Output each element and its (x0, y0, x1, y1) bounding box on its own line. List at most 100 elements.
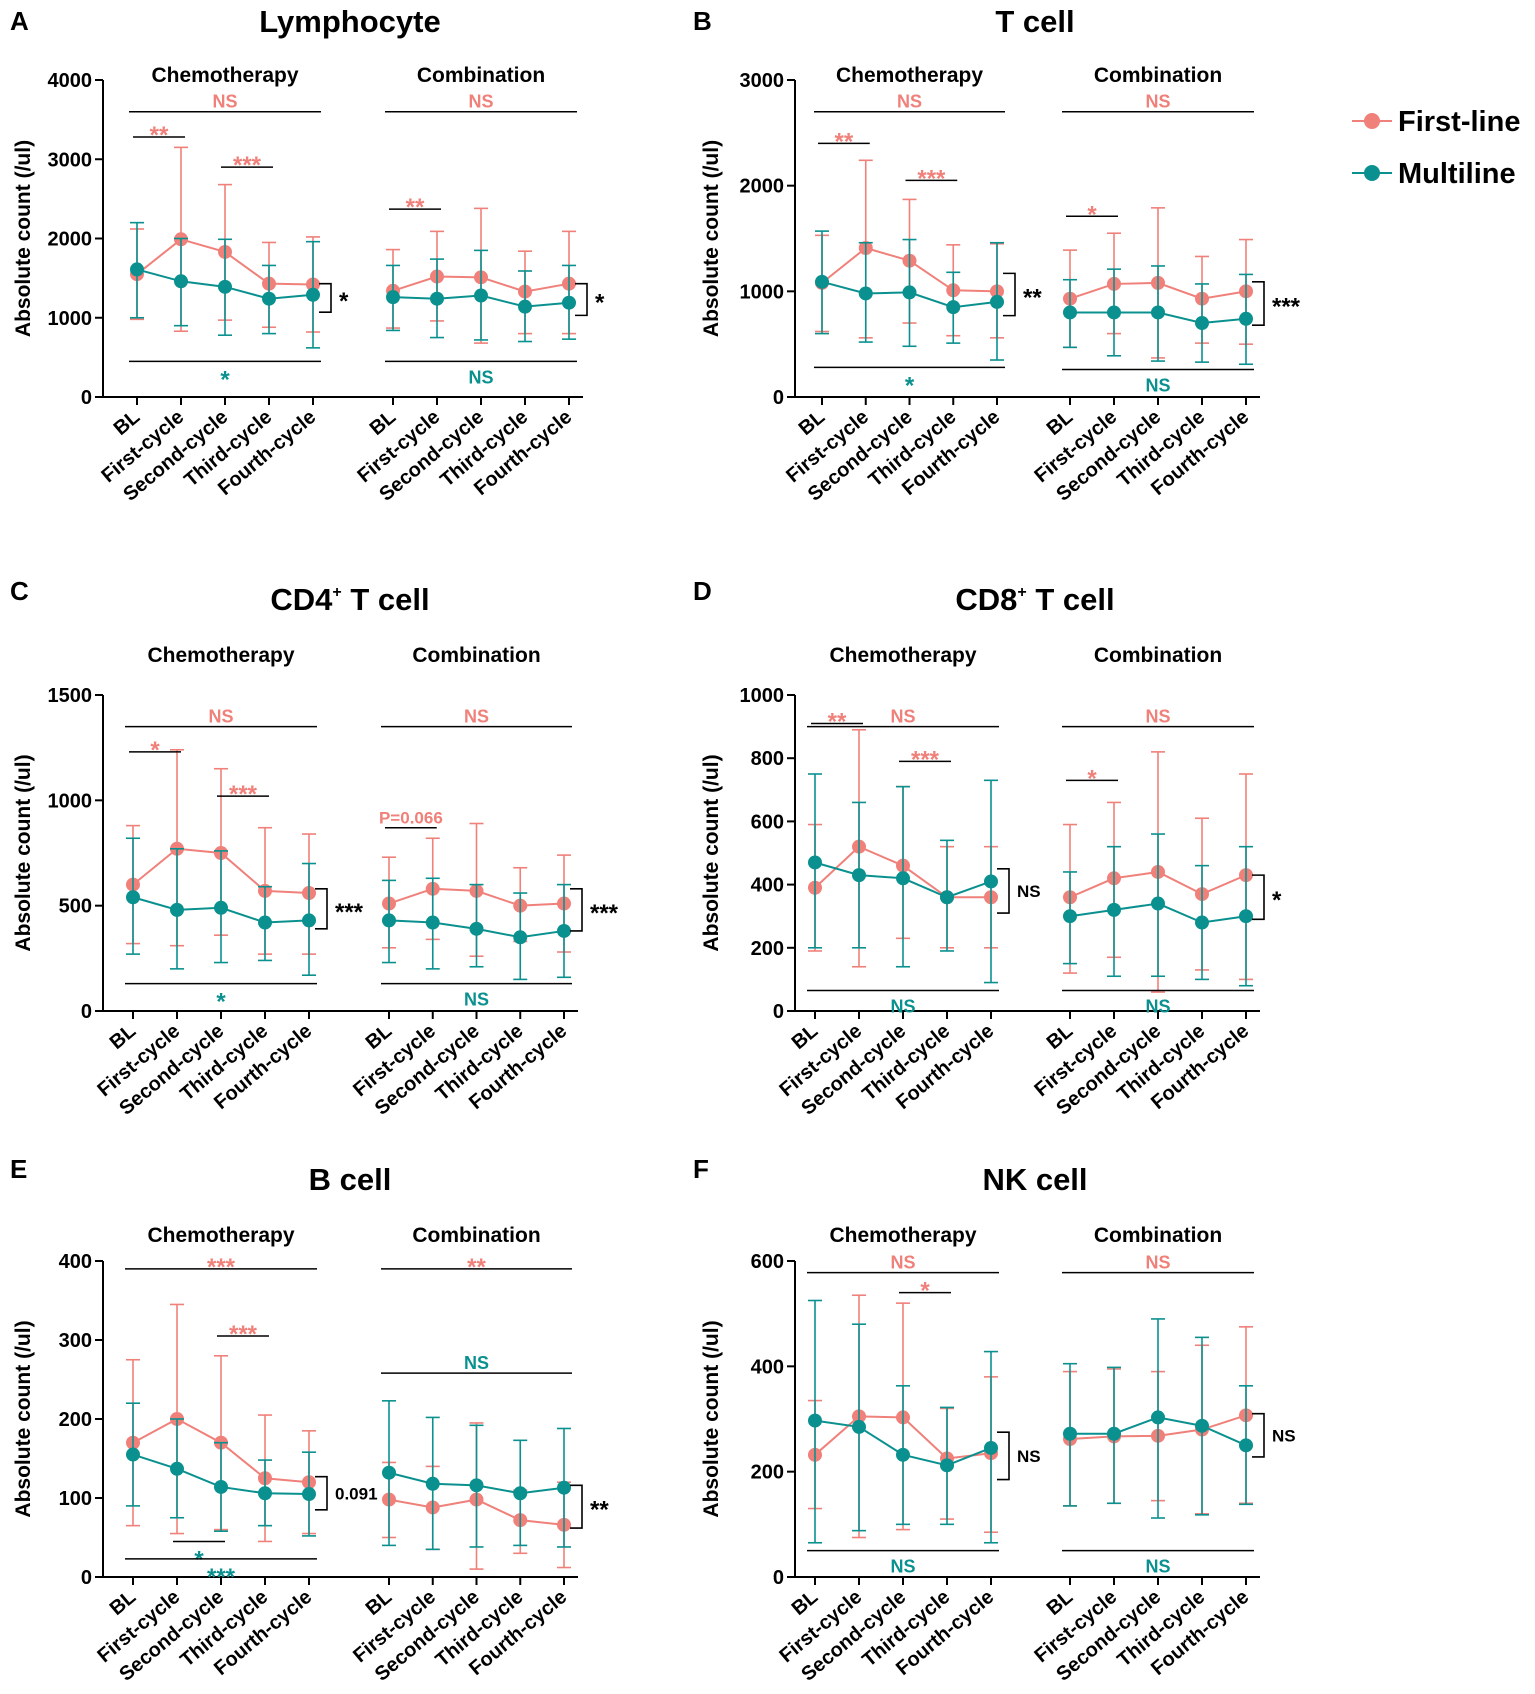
y-tick-label: 0 (773, 387, 784, 409)
group-label: Combination (1094, 64, 1222, 87)
bracket-line (1252, 281, 1265, 326)
panel-f: F NK cell 0 200 400 600 Absolute count (/ul) Ch… (693, 1154, 1296, 1686)
data-point (1239, 909, 1253, 924)
bracket-line (997, 867, 1010, 914)
legend-multiline-marker (1364, 165, 1380, 181)
y-axis-label: Absolute count (/ul) (700, 1320, 723, 1517)
pair-comparison-label: ** (835, 128, 854, 155)
pair-comparison-label: *** (917, 165, 946, 192)
group-chemotherapy: ChemotherapyBLFirst-cycleSecond-cycleThi… (93, 1224, 377, 1686)
data-point (902, 285, 917, 300)
y-tick-label: 1000 (740, 281, 785, 303)
bottom-comparison-label: NS (1145, 1557, 1170, 1577)
data-point (1063, 909, 1077, 924)
bottom-comparison-label: * (220, 366, 230, 393)
y-tick-label: 0 (81, 387, 92, 409)
data-point (852, 868, 866, 883)
panel-letter: B (693, 6, 712, 36)
data-point (302, 1487, 316, 1502)
bracket-line (575, 282, 588, 317)
bracket-line (570, 888, 583, 932)
title-superscript: + (332, 584, 341, 601)
y-tick-label: 800 (751, 748, 784, 770)
bottom-comparison-label: NS (468, 367, 493, 387)
bottom-comparison-label: NS (890, 1557, 915, 1577)
bracket-line (1003, 272, 1016, 317)
bracket-label: NS (1272, 1426, 1296, 1445)
group-label: Chemotherapy (836, 64, 983, 87)
panel-letter: C (10, 576, 29, 606)
y-tick-label: 2000 (48, 229, 93, 251)
y-tick-label: 1000 (48, 790, 93, 812)
top-comparison-label: ** (467, 1254, 486, 1281)
bracket-line (315, 1475, 328, 1511)
data-point (513, 930, 528, 945)
bottom-comparison-label: NS (1145, 376, 1170, 396)
pair-comparison-label: *** (229, 1321, 258, 1348)
data-point (430, 291, 444, 306)
data-point (518, 299, 532, 314)
data-point (1063, 1426, 1077, 1441)
data-point (306, 287, 320, 302)
panel-title: B cell (309, 1162, 392, 1197)
data-point (940, 1458, 954, 1473)
group-label: Combination (417, 64, 545, 87)
group-combination: CombinationBLFirst-cycleSecond-cycleThir… (1030, 64, 1300, 506)
legend-first-line-label: First-line (1398, 106, 1520, 138)
y-tick-label: 200 (751, 1462, 784, 1484)
data-point (1151, 1410, 1165, 1425)
y-tick-label: 1000 (740, 685, 785, 707)
group-combination: CombinationBLFirst-cycleSecond-cycleThir… (353, 64, 605, 506)
y-axis-label: Absolute count (/ul) (700, 754, 723, 951)
data-point (258, 915, 272, 930)
bracket-line (315, 888, 328, 930)
group-combination: CombinationBLFirst-cycleSecond-cycleThir… (349, 1224, 609, 1686)
panel-e: E B cell 0 100 200 300 400 Absolute count (/ul)… (10, 1154, 609, 1686)
data-point (896, 1447, 910, 1462)
data-point (170, 902, 184, 917)
data-point (258, 1486, 272, 1501)
data-point (940, 890, 954, 905)
series-multiline (130, 221, 320, 349)
panel-title: T cell (995, 4, 1074, 39)
y-tick-label: 3000 (48, 149, 93, 171)
data-point (469, 1478, 484, 1493)
group-label: Chemotherapy (147, 1224, 294, 1247)
group-label: Combination (1094, 1224, 1222, 1247)
group-chemotherapy: ChemotherapyBLFirst-cycleSecond-cycleThi… (97, 64, 349, 506)
bracket-line (319, 282, 332, 314)
data-point (130, 262, 144, 277)
y-tick-label: 2000 (740, 176, 785, 198)
group-combination: CombinationBLFirst-cycleSecond-cycleThir… (1030, 644, 1282, 1120)
top-comparison-label: NS (890, 1253, 915, 1273)
data-point (1195, 1418, 1209, 1433)
bracket-label: * (339, 288, 349, 315)
data-point (946, 300, 961, 315)
y-tick-label: 1000 (48, 308, 93, 330)
data-point (1107, 1426, 1121, 1441)
data-point (1239, 1438, 1253, 1453)
bottom-comparison-label: NS (1145, 996, 1170, 1016)
series-multiline (808, 1299, 998, 1544)
pair-comparison-label: P=0.066 (379, 809, 443, 828)
y-tick-label: 100 (59, 1488, 92, 1510)
bracket-label: NS (1017, 1447, 1041, 1466)
data-point (858, 286, 873, 301)
legend-entry-multiline: Multiline (1352, 158, 1516, 190)
series-multiline (815, 230, 1004, 361)
group-combination: CombinationBLFirst-cycleSecond-cycleThir… (349, 644, 619, 1120)
title-text: T cell (995, 4, 1074, 39)
data-point (214, 1479, 228, 1494)
data-point (815, 274, 829, 289)
top-comparison-label: NS (1145, 707, 1170, 727)
y-tick-label: 4000 (48, 70, 93, 92)
data-point (808, 1413, 822, 1428)
bracket-label: 0.091 (335, 1484, 378, 1503)
y-tick-label: 600 (751, 1251, 784, 1273)
series-multiline (808, 773, 998, 984)
legend: First-line Multiline (1352, 106, 1520, 190)
y-tick-label: 400 (59, 1251, 92, 1273)
top-comparison-label: NS (464, 707, 489, 727)
y-axis-label: Absolute count (/ul) (12, 1320, 35, 1517)
